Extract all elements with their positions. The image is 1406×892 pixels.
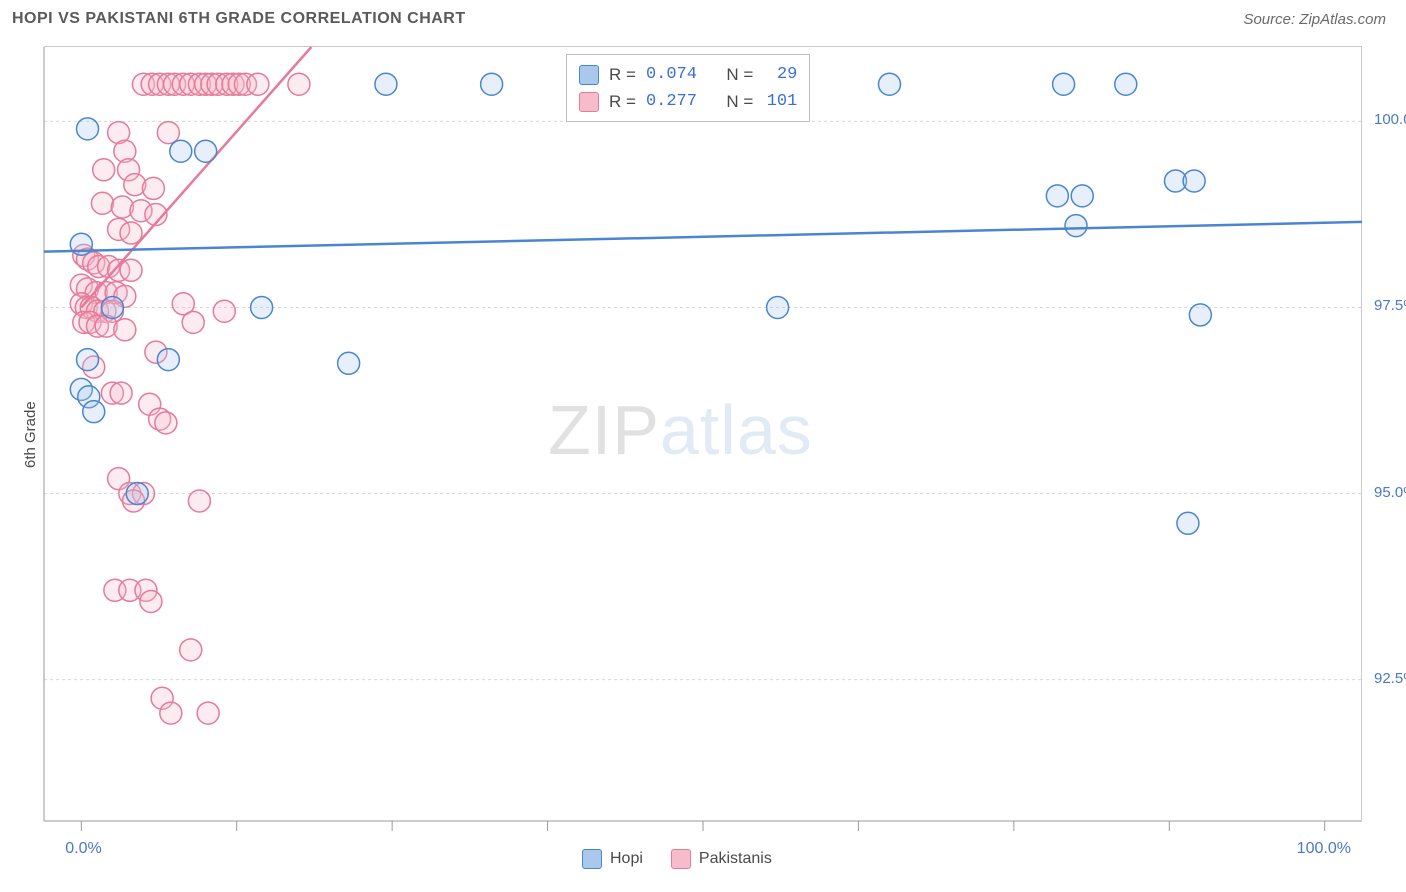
swatch-hopi [579,65,599,85]
legend-label: Pakistanis [699,850,772,868]
source-label: Source: ZipAtlas.com [1243,11,1386,28]
x-max-label: 100.0% [1297,840,1351,858]
y-tick-label: 95.0% [1374,484,1406,501]
y-tick-label: 97.5% [1374,297,1406,314]
y-axis-label: 6th Grade [22,401,39,468]
n-value: 101 [763,88,797,115]
swatch-pakistanis [579,92,599,112]
plot-area [44,46,1362,820]
y-tick-label: 100.0% [1374,111,1406,128]
series-legend: Hopi Pakistanis [582,849,772,869]
x-min-label: 0.0% [65,840,101,858]
n-prefix: N = [726,88,753,115]
legend-item-hopi: Hopi [582,849,643,869]
stats-legend: R = 0.074 N = 29 R = 0.277 N = 101 [566,54,810,122]
r-value: 0.277 [646,88,697,115]
r-prefix: R = [609,88,636,115]
y-tick-label: 92.5% [1374,670,1406,687]
n-prefix: N = [726,61,753,88]
r-value: 0.074 [646,61,697,88]
legend-item-pakistanis: Pakistanis [671,849,772,869]
chart-title: HOPI VS PAKISTANI 6TH GRADE CORRELATION … [12,10,466,28]
legend-label: Hopi [610,850,643,868]
n-value: 29 [763,61,797,88]
legend-swatch-hopi [582,849,602,869]
stats-row-pakistanis: R = 0.277 N = 101 [579,88,797,115]
r-prefix: R = [609,61,636,88]
legend-swatch-pakistanis [671,849,691,869]
stats-row-hopi: R = 0.074 N = 29 [579,61,797,88]
